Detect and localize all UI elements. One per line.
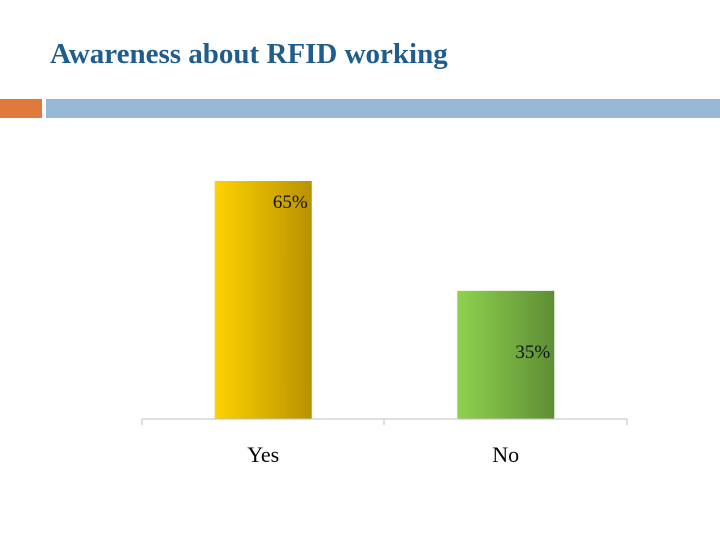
accent-bar-orange: [0, 99, 42, 118]
bars-group: [214, 181, 555, 419]
data-label: 65%: [273, 192, 308, 213]
x-tick-label: Yes: [247, 442, 279, 467]
bar-yes: [214, 181, 312, 419]
data-label: 35%: [515, 342, 550, 363]
bar-no: [457, 290, 555, 419]
x-tick-label: No: [492, 442, 519, 467]
accent-bar-blue: [46, 99, 720, 118]
labels-group: 65% Yes 35% No: [247, 192, 550, 467]
slide-title: Awareness about RFID working: [50, 38, 448, 70]
